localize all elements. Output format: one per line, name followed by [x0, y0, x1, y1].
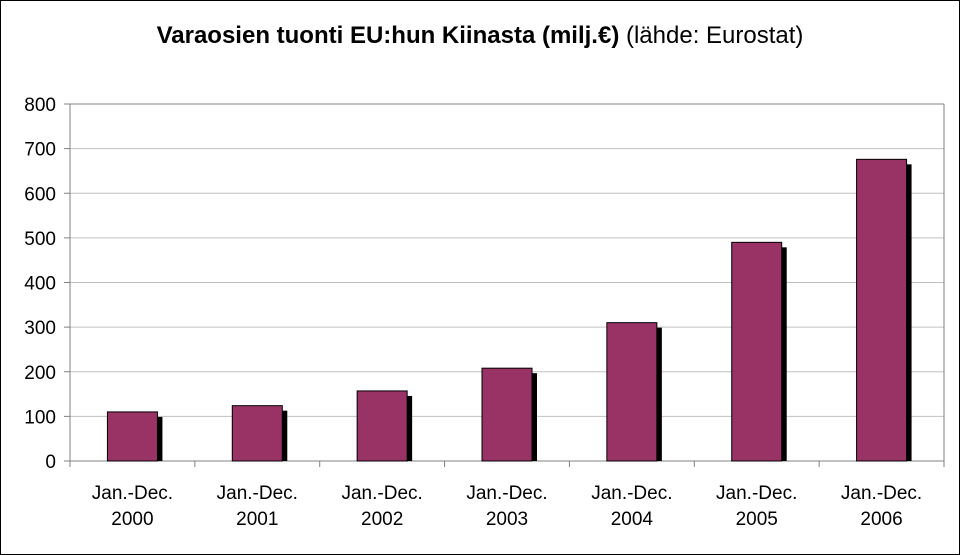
y-tick-label: 400 — [24, 274, 56, 295]
x-tick-label: 2000 — [111, 509, 153, 530]
x-tick-label: Jan.-Dec. — [466, 483, 547, 504]
y-tick-label: 200 — [24, 363, 56, 384]
x-tick-label: 2001 — [236, 509, 278, 530]
x-tick-label: Jan.-Dec. — [341, 483, 422, 504]
chart-title-block: Varaosien tuonti EU:hun Kiinasta (milj.€… — [0, 22, 960, 50]
x-tick-label: 2005 — [736, 509, 778, 530]
chart-title: Varaosien tuonti EU:hun Kiinasta (milj.€… — [156, 22, 620, 49]
x-tick-label: Jan.-Dec. — [841, 483, 922, 504]
x-tick-label: Jan.-Dec. — [92, 483, 173, 504]
y-tick-label: 800 — [24, 95, 56, 116]
bar — [481, 367, 533, 462]
y-tick-label: 500 — [24, 229, 56, 250]
x-tick-label: 2006 — [860, 509, 902, 530]
y-tick-label: 100 — [24, 407, 56, 428]
x-tick-label: Jan.-Dec. — [716, 483, 797, 504]
y-tick-label: 600 — [24, 184, 56, 205]
x-tick-label: Jan.-Dec. — [217, 483, 298, 504]
bar — [231, 405, 283, 462]
x-tick-label: Jan.-Dec. — [591, 483, 672, 504]
y-tick-label: 300 — [24, 318, 56, 339]
bar — [606, 322, 658, 462]
x-tick-label: 2003 — [486, 509, 528, 530]
bar — [356, 390, 408, 462]
y-tick-label: 700 — [24, 140, 56, 161]
x-tick-label: 2002 — [361, 509, 403, 530]
chart-subtitle: (lähde: Eurostat) — [625, 22, 804, 49]
bar — [731, 241, 783, 462]
bar — [106, 411, 158, 462]
x-tick-label: 2004 — [611, 509, 654, 530]
y-tick-label: 0 — [45, 452, 56, 473]
bar — [856, 158, 908, 462]
